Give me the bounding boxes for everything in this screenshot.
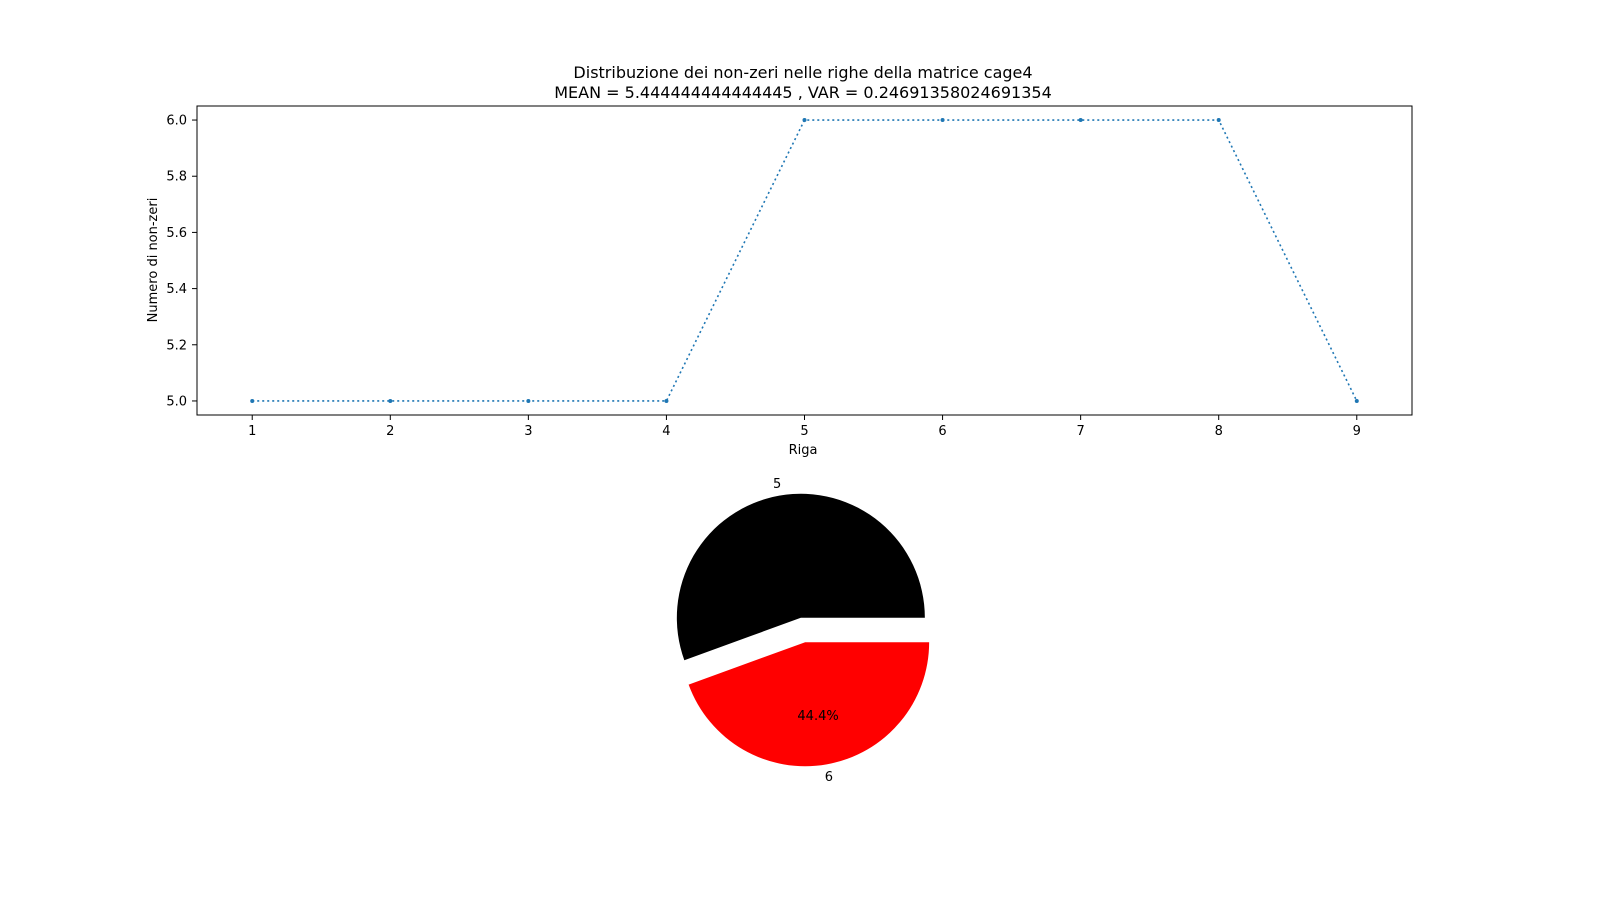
y-axis-label: Numero di non-zeri bbox=[146, 198, 161, 323]
x-tick-label: 6 bbox=[938, 424, 946, 439]
y-tick-label: 5.2 bbox=[166, 338, 187, 353]
pie-slice-5 bbox=[676, 493, 925, 661]
data-point bbox=[250, 398, 255, 403]
x-tick-label: 4 bbox=[662, 424, 670, 439]
y-axis: 5.0 5.2 5.4 5.6 5.8 6.0 bbox=[166, 114, 197, 409]
data-point bbox=[1078, 118, 1083, 123]
pie-percent-label: 44.4% bbox=[797, 709, 838, 724]
series-line bbox=[252, 119, 1358, 402]
x-tick-label: 9 bbox=[1353, 424, 1361, 439]
x-axis-label: Riga bbox=[789, 443, 818, 458]
pie-label: 5 bbox=[773, 477, 781, 492]
data-point bbox=[526, 398, 531, 403]
x-tick-label: 3 bbox=[524, 424, 532, 439]
x-tick-label: 7 bbox=[1076, 424, 1084, 439]
y-tick-label: 5.4 bbox=[166, 282, 187, 297]
chart-title-line2: MEAN = 5.444444444444445 , VAR = 0.24691… bbox=[554, 83, 1052, 102]
data-point bbox=[802, 118, 807, 123]
x-tick-label: 1 bbox=[248, 424, 256, 439]
y-tick-label: 6.0 bbox=[166, 114, 187, 129]
data-point bbox=[1354, 398, 1359, 403]
data-point bbox=[664, 398, 669, 403]
pie-slice-6 bbox=[688, 642, 930, 767]
series-points bbox=[250, 118, 1359, 403]
data-point bbox=[1216, 118, 1221, 123]
x-tick-label: 5 bbox=[800, 424, 808, 439]
y-tick-label: 5.6 bbox=[166, 226, 187, 241]
data-point bbox=[388, 398, 393, 403]
x-axis: 1 2 3 4 5 6 7 8 9 bbox=[248, 415, 1361, 439]
data-point bbox=[940, 118, 945, 123]
chart-title-line1: Distribuzione dei non-zeri nelle righe d… bbox=[573, 63, 1032, 82]
pie-label: 6 bbox=[825, 770, 833, 785]
line-chart: 1 2 3 4 5 6 7 8 9 5.0 5.2 5.4 5.6 5.8 6.0 Riga Numero… bbox=[146, 105, 1413, 458]
y-tick-label: 5.8 bbox=[166, 170, 187, 185]
y-tick-label: 5.0 bbox=[166, 394, 187, 409]
x-tick-label: 2 bbox=[386, 424, 394, 439]
x-tick-label: 8 bbox=[1215, 424, 1223, 439]
pie-chart: 5 6 44.4% bbox=[676, 477, 930, 785]
